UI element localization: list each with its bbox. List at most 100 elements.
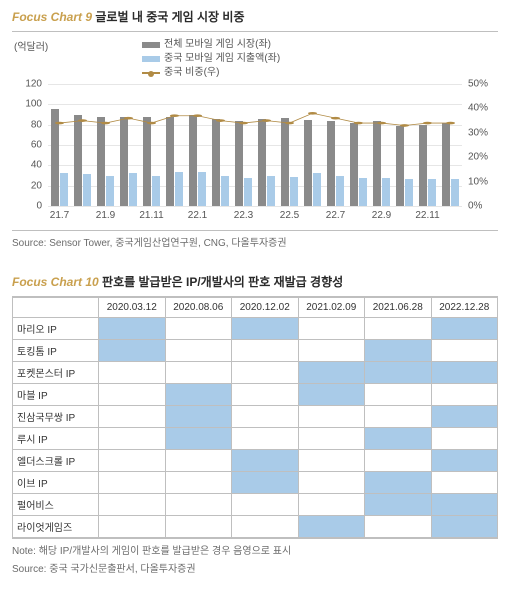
chart9-plot-area xyxy=(48,84,462,206)
chart10-col-header: 2022.12.28 xyxy=(431,298,498,318)
chart10-cell xyxy=(99,450,166,472)
chart10-col-header: 2021.02.09 xyxy=(298,298,365,318)
chart9-title-main: 글로벌 내 중국 게임 시장 비중 xyxy=(95,10,244,24)
chart10-cell xyxy=(232,318,299,340)
chart10-note-label: Note: xyxy=(12,546,36,557)
chart9-share-marker xyxy=(308,112,317,115)
chart10-cell xyxy=(99,318,166,340)
chart9-share-marker xyxy=(262,119,271,122)
chart10-row-header: 펄어비스 xyxy=(13,494,99,516)
chart10-row-header: 엘더스크롤 IP xyxy=(13,450,99,472)
chart9-ytick-left: 120 xyxy=(25,79,42,90)
chart9-xtick: 22.1 xyxy=(188,210,207,221)
chart9-ytick-right: 0% xyxy=(468,201,482,212)
chart10-cell xyxy=(365,340,432,362)
chart9-share-marker xyxy=(193,114,202,117)
chart10-cell xyxy=(298,428,365,450)
chart9-share-marker xyxy=(285,122,294,125)
table-row: 라이엇게임즈 xyxy=(13,516,498,538)
chart9-ytick-left: 0 xyxy=(36,201,42,212)
chart9-legend-item: 전체 모바일 게임 시장(좌) xyxy=(142,38,280,52)
chart9-xtick: 21.11 xyxy=(139,210,163,221)
chart10-cell xyxy=(232,472,299,494)
chart10-cell xyxy=(431,384,498,406)
chart9-share-marker xyxy=(101,122,110,125)
chart10-table-wrap: 2020.03.122020.08.062020.12.022021.02.09… xyxy=(12,296,498,539)
chart9-ytick-left: 20 xyxy=(31,180,42,191)
chart10-title: Focus Chart 10 판호를 발급받은 IP/개발사의 판호 재발급 경… xyxy=(12,273,498,290)
chart9-share-marker xyxy=(377,122,386,125)
chart10-cell xyxy=(232,428,299,450)
chart9-xtick: 22.11 xyxy=(415,210,439,221)
chart10-row-header: 진삼국무쌍 IP xyxy=(13,406,99,428)
chart9-share-marker xyxy=(446,122,455,125)
chart10-cell xyxy=(298,340,365,362)
chart9-ytick-left: 40 xyxy=(31,160,42,171)
chart9-share-marker xyxy=(124,117,133,120)
chart10-cell xyxy=(365,318,432,340)
chart10-cell xyxy=(365,472,432,494)
chart10-col-header: 2020.12.02 xyxy=(232,298,299,318)
chart10-col-header: 2020.08.06 xyxy=(165,298,232,318)
chart10-cell xyxy=(431,406,498,428)
table-row: 마블 IP xyxy=(13,384,498,406)
chart10-cell xyxy=(232,384,299,406)
chart10-row-header: 포켓몬스터 IP xyxy=(13,362,99,384)
table-row: 펄어비스 xyxy=(13,494,498,516)
chart10-title-main: 판호를 발급받은 IP/개발사의 판호 재발급 경향성 xyxy=(102,275,343,289)
chart9-share-marker xyxy=(400,124,409,127)
table-row: 진삼국무쌍 IP xyxy=(13,406,498,428)
focus-chart-10: Focus Chart 10 판호를 발급받은 IP/개발사의 판호 재발급 경… xyxy=(12,273,498,575)
chart10-cell xyxy=(232,340,299,362)
chart9-xtick: 22.9 xyxy=(372,210,391,221)
chart9-ytick-left: 100 xyxy=(25,99,42,110)
chart10-cell xyxy=(165,494,232,516)
chart10-cell xyxy=(298,318,365,340)
chart10-cell xyxy=(298,516,365,538)
table-row: 마리오 IP xyxy=(13,318,498,340)
chart10-cell xyxy=(431,516,498,538)
chart9-share-marker xyxy=(423,122,432,125)
chart10-cell xyxy=(431,362,498,384)
chart10-table: 2020.03.122020.08.062020.12.022021.02.09… xyxy=(12,297,498,538)
chart9-share-marker xyxy=(239,122,248,125)
table-row: 엘더스크롤 IP xyxy=(13,450,498,472)
chart9-ytick-right: 30% xyxy=(468,127,488,138)
chart10-col-header: 2021.06.28 xyxy=(365,298,432,318)
chart9-xtick: 22.3 xyxy=(234,210,253,221)
chart10-cell xyxy=(99,472,166,494)
chart10-row-header: 이브 IP xyxy=(13,472,99,494)
chart10-cell xyxy=(165,318,232,340)
chart9-xtick: 22.7 xyxy=(326,210,345,221)
chart10-row-header: 토킹톰 IP xyxy=(13,340,99,362)
chart9-legend-item: 중국 비중(우) xyxy=(142,66,280,80)
chart9-legend-label: 전체 모바일 게임 시장(좌) xyxy=(164,38,271,52)
chart10-cell xyxy=(99,340,166,362)
chart9-xtick: 21.9 xyxy=(96,210,115,221)
chart10-cell xyxy=(431,450,498,472)
chart10-cell xyxy=(232,494,299,516)
chart10-corner-cell xyxy=(13,298,99,318)
chart9-source-text: Sensor Tower, 중국게임산업연구원, CNG, 다올투자증권 xyxy=(49,238,286,249)
chart9-share-marker xyxy=(216,119,225,122)
chart9-share-marker xyxy=(147,122,156,125)
chart10-cell xyxy=(232,362,299,384)
chart10-cell xyxy=(165,406,232,428)
chart9-legend-label: 중국 모바일 게임 지출액(좌) xyxy=(164,52,280,66)
chart10-cell xyxy=(365,494,432,516)
chart10-cell xyxy=(232,450,299,472)
chart10-cell xyxy=(99,428,166,450)
chart10-cell xyxy=(431,494,498,516)
chart10-cell xyxy=(232,516,299,538)
chart10-cell xyxy=(298,450,365,472)
chart10-cell xyxy=(298,406,365,428)
chart9-share-marker xyxy=(331,117,340,120)
chart9-legend: 전체 모바일 게임 시장(좌)중국 모바일 게임 지출액(좌)중국 비중(우) xyxy=(142,38,280,80)
chart10-cell xyxy=(165,384,232,406)
chart9-legend-item: 중국 모바일 게임 지출액(좌) xyxy=(142,52,280,66)
chart10-cell xyxy=(365,406,432,428)
chart9-yaxis-left-label: (억달러) xyxy=(14,38,48,53)
chart10-cell xyxy=(165,428,232,450)
chart9-xaxis: 21.721.921.1122.122.322.522.722.922.11 xyxy=(48,210,462,226)
table-row: 토킹톰 IP xyxy=(13,340,498,362)
